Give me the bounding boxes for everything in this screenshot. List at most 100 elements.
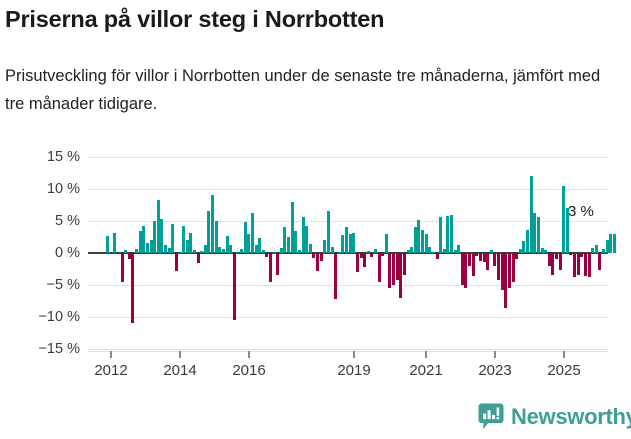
chart-bar: [490, 250, 493, 253]
chart-bar: [215, 221, 218, 253]
x-axis-tick-label: 2021: [409, 362, 443, 379]
chart-bar: [360, 253, 363, 259]
chart-bar: [468, 253, 471, 266]
x-axis-tick-label: 2016: [232, 362, 266, 379]
x-axis-tick-label: 2025: [547, 362, 581, 379]
chart-bar: [207, 211, 210, 253]
chart-bar: [226, 236, 229, 253]
chart-bar: [472, 253, 475, 277]
chart-bar: [356, 253, 359, 273]
chart-bar: [160, 219, 163, 253]
chart-bar: [153, 221, 156, 253]
chart-bar: [276, 253, 279, 275]
chart-bar: [269, 253, 272, 283]
chart-bar: [544, 250, 547, 253]
chart-bar: [475, 253, 478, 256]
chart-bar: [247, 233, 250, 253]
chart-bar: [522, 241, 525, 253]
chart-bar: [374, 249, 377, 253]
chart-bar: [609, 233, 612, 253]
chart-bar: [399, 253, 402, 298]
chart-bar: [255, 245, 258, 253]
gridline: [88, 157, 608, 158]
chart-bar: [486, 253, 489, 270]
chart-bar: [345, 227, 348, 253]
chart-bar: [334, 253, 337, 300]
chart-bar: [613, 233, 616, 253]
chart-bar: [211, 195, 214, 253]
chart-bar: [464, 253, 467, 288]
chart-bar: [312, 253, 315, 259]
chart-bar: [555, 253, 558, 260]
chart-bar: [331, 246, 334, 253]
bar-chart-bubble-icon: [478, 403, 504, 431]
chart-bar: [106, 236, 109, 253]
chart-bar: [305, 226, 308, 253]
y-axis-tick-label: −15 %: [38, 341, 80, 357]
chart-bar: [182, 226, 185, 253]
chart-bar: [204, 245, 207, 253]
chart-bar: [519, 249, 522, 253]
chart-bar: [349, 233, 352, 253]
chart-bar: [287, 237, 290, 253]
x-axis-tick-label: 2014: [163, 362, 197, 379]
chart-bar: [283, 227, 286, 253]
chart-bar: [562, 186, 565, 253]
chart-bar: [262, 250, 265, 253]
chart-bar: [131, 253, 134, 324]
chart-bar: [428, 246, 431, 253]
chart-bar: [602, 249, 605, 253]
chart-bar: [280, 247, 283, 253]
chart-bar: [580, 253, 583, 257]
chart-bar: [146, 243, 149, 253]
chart-bar: [569, 253, 572, 255]
chart-bar: [265, 253, 268, 257]
y-axis-tick-label: 15 %: [46, 149, 80, 165]
chart-bar: [598, 253, 601, 270]
chart-bar: [200, 251, 203, 253]
x-axis-tick-label: 2019: [337, 362, 371, 379]
gridline: [88, 221, 608, 222]
chart-bar: [175, 253, 178, 271]
chart-bar: [548, 253, 551, 266]
chart-bar: [338, 251, 341, 253]
chart-bar: [457, 245, 460, 253]
chart-bar: [113, 232, 116, 253]
chart-bar: [530, 176, 533, 253]
chart-bar: [367, 251, 370, 253]
chart-bar: [443, 249, 446, 253]
chart-bar: [294, 230, 297, 253]
chart-bar: [298, 249, 301, 253]
chart-bar: [446, 215, 449, 253]
chart-subtitle: Prisutveckling för villor i Norrbotten u…: [5, 67, 601, 113]
chart-bar: [388, 253, 391, 289]
x-axis-tick-mark: [563, 351, 565, 358]
chart-bar: [229, 245, 232, 253]
chart-bar: [385, 233, 388, 253]
x-axis-tick-mark: [353, 351, 355, 358]
chart-bar: [189, 232, 192, 253]
y-axis-tick-label: 10 %: [46, 181, 80, 197]
y-axis-tick-label: 5 %: [55, 213, 80, 229]
chart-bar: [417, 219, 420, 253]
gridline: [88, 285, 608, 286]
chart-bar: [533, 213, 536, 253]
chart-bar: [439, 217, 442, 253]
x-axis-tick-mark: [425, 351, 427, 358]
chart-bar: [591, 247, 594, 253]
chart-bar: [244, 222, 247, 253]
chart-bar: [193, 249, 196, 253]
chart-bar: [577, 253, 580, 275]
chart-bar: [273, 251, 276, 253]
chart-bar: [573, 253, 576, 278]
chart-bar: [218, 246, 221, 253]
chart-bar: [493, 253, 496, 266]
chart-bar: [504, 253, 507, 309]
chart-bar: [606, 240, 609, 253]
chart-bar: [121, 253, 124, 283]
chart-bar: [537, 217, 540, 253]
chart-bar: [233, 253, 236, 321]
x-axis-line: [88, 351, 608, 352]
y-axis-tick-label: 0 %: [55, 245, 80, 261]
